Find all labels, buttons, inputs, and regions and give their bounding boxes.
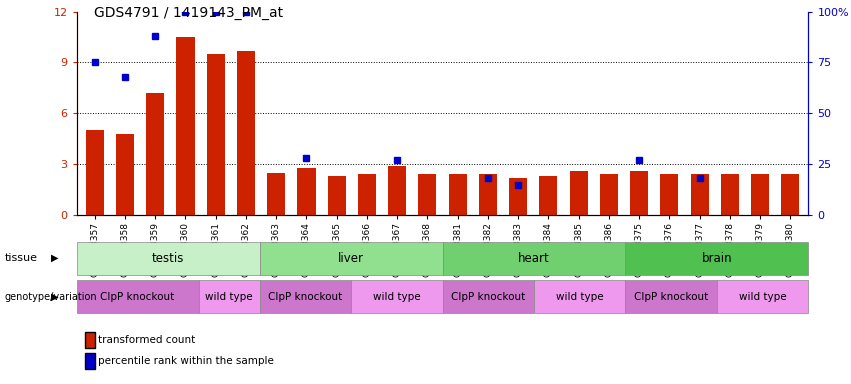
Bar <box>625 242 808 275</box>
Text: brain: brain <box>702 252 732 265</box>
Text: ▶: ▶ <box>51 253 59 263</box>
Bar <box>260 242 443 275</box>
Bar <box>443 280 534 313</box>
Bar <box>751 174 769 215</box>
Bar <box>77 280 198 313</box>
Bar <box>176 37 195 215</box>
Bar <box>198 280 260 313</box>
Bar <box>443 242 625 275</box>
Bar <box>448 174 466 215</box>
Bar <box>540 176 557 215</box>
Text: ClpP knockout: ClpP knockout <box>268 291 342 302</box>
Bar <box>600 174 618 215</box>
Bar <box>77 242 260 275</box>
Text: ClpP knockout: ClpP knockout <box>634 291 708 302</box>
Bar <box>717 280 808 313</box>
Bar <box>328 176 346 215</box>
Bar <box>660 174 678 215</box>
Text: tissue: tissue <box>4 253 37 263</box>
Text: GDS4791 / 1419143_PM_at: GDS4791 / 1419143_PM_at <box>94 6 283 20</box>
Bar <box>86 130 104 215</box>
Bar <box>509 178 528 215</box>
Text: wild type: wild type <box>739 291 786 302</box>
Bar <box>260 280 351 313</box>
Bar <box>690 174 709 215</box>
Text: wild type: wild type <box>556 291 603 302</box>
Text: testis: testis <box>151 252 185 265</box>
Bar <box>267 173 285 215</box>
Bar <box>781 174 799 215</box>
Text: wild type: wild type <box>373 291 420 302</box>
Bar <box>388 166 406 215</box>
Bar <box>534 280 625 313</box>
Bar <box>479 174 497 215</box>
Bar <box>630 171 648 215</box>
Text: percentile rank within the sample: percentile rank within the sample <box>98 356 274 366</box>
Bar <box>146 93 164 215</box>
Bar <box>569 171 588 215</box>
Text: genotype/variation: genotype/variation <box>4 291 97 302</box>
Bar <box>237 51 255 215</box>
Bar <box>721 174 739 215</box>
Text: heart: heart <box>518 252 550 265</box>
Bar <box>116 134 134 215</box>
Text: liver: liver <box>338 252 364 265</box>
Text: transformed count: transformed count <box>98 335 195 345</box>
Bar <box>207 54 225 215</box>
Text: ClpP knockout: ClpP knockout <box>100 291 174 302</box>
Bar <box>351 280 443 313</box>
Bar <box>625 280 717 313</box>
Text: ClpP knockout: ClpP knockout <box>451 291 525 302</box>
Bar <box>419 174 437 215</box>
Bar <box>297 167 316 215</box>
Text: ▶: ▶ <box>51 291 59 302</box>
Text: wild type: wild type <box>205 291 253 302</box>
Bar <box>357 174 376 215</box>
